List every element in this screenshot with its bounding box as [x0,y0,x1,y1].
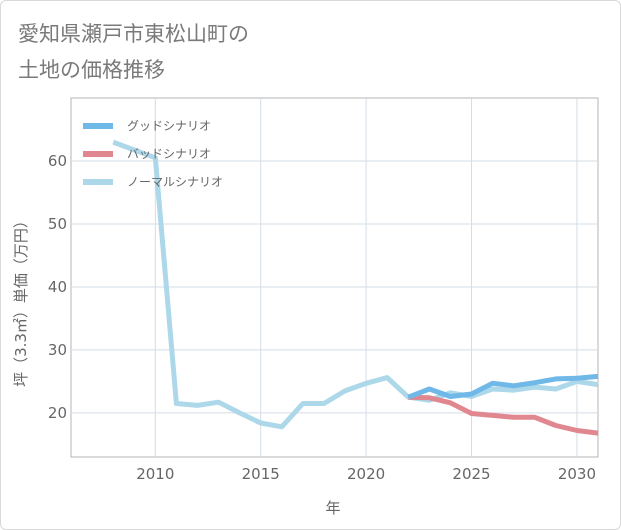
y-tick-label: 50 [48,215,67,233]
y-tick-label: 20 [48,404,67,422]
legend-label-1: グッドシナリオ [127,119,211,133]
y-tick-label: 30 [48,341,67,359]
x-tick-label: 2010 [136,465,174,483]
x-tick-label: 2030 [558,465,596,483]
series-lines [112,139,599,436]
x-tick-label: 2020 [347,465,385,483]
legend-label-3: ノーマルシナリオ [127,175,223,189]
y-axis-label: 坪（3.3㎡）単価（万円） [12,213,30,387]
x-tick-label: 2015 [242,465,280,483]
y-tick-label: 40 [48,278,67,296]
y-tick-label: 60 [48,152,67,170]
legend-label-2: バッドシナリオ [127,147,211,161]
series-line-2 [408,394,599,436]
x-axis-label: 年 [325,499,340,517]
series-line-3 [112,139,599,430]
series-line-1 [407,373,599,400]
chart-title-line-2: 土地の価格推移 [18,58,165,82]
chart-title-line-1: 愛知県瀬戸市東松山町の [18,22,249,46]
x-tick-label: 2025 [452,465,490,483]
